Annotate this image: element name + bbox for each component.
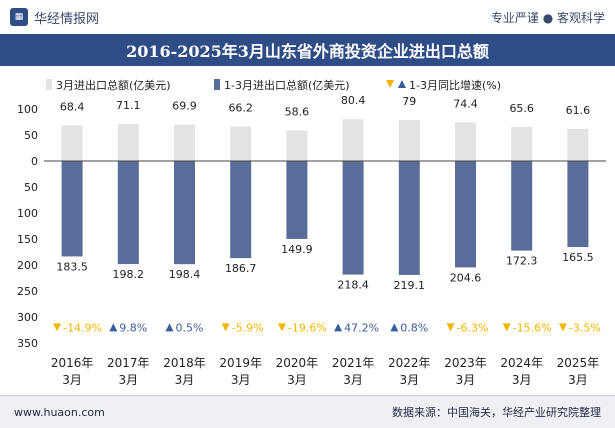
ytd-value-label: 172.3 bbox=[506, 255, 538, 268]
x-tick-label: 2020年 3月 bbox=[276, 356, 319, 387]
y-tick-label: 200 bbox=[17, 259, 38, 272]
march-value-label: 65.6 bbox=[509, 102, 534, 115]
march-bar bbox=[342, 119, 364, 161]
chart-plot: 3月进出口总额(亿美元) 1-3月进出口总额(亿美元) 1-3月同比增速(%) 100… bbox=[17, 78, 606, 387]
ytd-bar bbox=[455, 161, 476, 268]
march-bar bbox=[286, 130, 308, 161]
ytd-value-label: 218.4 bbox=[337, 279, 369, 292]
x-tick-label: 2017年 3月 bbox=[107, 356, 150, 387]
growth-label: -6.3% bbox=[457, 321, 489, 334]
growth-label: 9.8% bbox=[119, 321, 147, 334]
footer-site: www.huaon.com bbox=[14, 405, 105, 419]
growth-down-triangle-icon bbox=[277, 323, 286, 332]
brand-name: 华经情报网 bbox=[34, 11, 100, 27]
ytd-value-label: 198.4 bbox=[169, 268, 201, 281]
march-value-label: 58.6 bbox=[285, 106, 310, 119]
growth-label: -19.6% bbox=[288, 321, 327, 334]
ytd-bar bbox=[342, 161, 364, 275]
x-tick-label: 2018年 3月 bbox=[163, 356, 206, 387]
ytd-value-label: 149.9 bbox=[281, 243, 313, 256]
ytd-bar bbox=[567, 161, 589, 248]
y-tick-label: 350 bbox=[17, 337, 38, 350]
legend-label-3: 1-3月同比增速(%) bbox=[409, 78, 501, 92]
march-value-label: 61.6 bbox=[566, 104, 591, 117]
legend-swatch-2 bbox=[214, 79, 220, 90]
march-value-label: 66.2 bbox=[228, 102, 253, 115]
x-tick-label: 2021年 3月 bbox=[332, 356, 375, 387]
y-tick-label: 150 bbox=[17, 233, 38, 246]
ytd-value-label: 186.7 bbox=[225, 262, 257, 275]
ytd-bar bbox=[230, 161, 252, 259]
march-value-label: 79 bbox=[402, 95, 416, 108]
x-tick-label: 2019年 3月 bbox=[219, 356, 262, 387]
march-value-label: 69.9 bbox=[172, 100, 197, 113]
header: ▦ 华经情报网 专业严谨 ● 客观科学 bbox=[0, 0, 615, 34]
march-value-label: 71.1 bbox=[116, 99, 141, 112]
ytd-bar bbox=[398, 161, 420, 275]
chart-title: 2016-2025年3月山东省外商投资企业进出口总额 bbox=[0, 34, 615, 66]
march-value-label: 80.4 bbox=[341, 94, 366, 107]
growth-label: 0.8% bbox=[400, 321, 428, 334]
march-bar bbox=[511, 126, 533, 161]
growth-up-triangle-icon bbox=[390, 323, 399, 332]
growth-down-triangle-icon bbox=[446, 323, 455, 332]
brand: ▦ 华经情报网 bbox=[10, 8, 99, 27]
x-tick-label: 2016年 3月 bbox=[51, 356, 94, 387]
march-bar bbox=[230, 126, 252, 161]
march-bar bbox=[117, 124, 139, 161]
growth-down-triangle-icon bbox=[558, 323, 567, 332]
legend-down-triangle-icon bbox=[386, 80, 394, 88]
march-value-label: 68.4 bbox=[60, 100, 85, 113]
legend-up-triangle-icon bbox=[398, 80, 406, 88]
march-bar bbox=[174, 124, 195, 161]
footer-source: 数据来源：中国海关，华经产业研究院整理 bbox=[392, 406, 601, 419]
x-tick-label: 2025年 3月 bbox=[557, 356, 600, 387]
x-tick-label: 2023年 3月 bbox=[444, 356, 487, 387]
growth-label: 0.5% bbox=[176, 321, 204, 334]
y-tick-label: 250 bbox=[17, 285, 38, 298]
growth-up-triangle-icon bbox=[109, 323, 118, 332]
legend-swatch-1 bbox=[46, 79, 52, 90]
footer: www.huaon.com 数据来源：中国海关，华经产业研究院整理 bbox=[0, 395, 615, 428]
ytd-bar bbox=[174, 161, 195, 265]
ytd-bar bbox=[117, 161, 139, 265]
growth-label: -14.9% bbox=[63, 321, 102, 334]
growth-label: 47.2% bbox=[344, 321, 379, 334]
march-bar bbox=[398, 119, 420, 161]
growth-label: -15.6% bbox=[513, 321, 552, 334]
ytd-bar bbox=[286, 161, 308, 239]
growth-down-triangle-icon bbox=[221, 323, 230, 332]
growth-down-triangle-icon bbox=[53, 323, 62, 332]
growth-up-triangle-icon bbox=[165, 323, 174, 332]
y-tick-label: 50 bbox=[24, 181, 38, 194]
ytd-value-label: 219.1 bbox=[394, 279, 426, 292]
ytd-value-label: 198.2 bbox=[113, 268, 145, 281]
growth-down-triangle-icon bbox=[502, 323, 511, 332]
slogan: 专业严谨 ● 客观科学 bbox=[490, 10, 605, 25]
x-tick-label: 2024年 3月 bbox=[500, 356, 543, 387]
march-bar bbox=[61, 125, 83, 161]
ytd-value-label: 204.6 bbox=[450, 271, 482, 284]
legend-label-1: 3月进出口总额(亿美元) bbox=[56, 78, 171, 92]
y-tick-label: 300 bbox=[17, 311, 38, 324]
y-tick-label: 0 bbox=[31, 155, 38, 168]
logo-icon: ▦ bbox=[10, 8, 28, 26]
y-tick-label: 100 bbox=[17, 207, 38, 220]
growth-label: -5.9% bbox=[232, 321, 264, 334]
march-bar bbox=[455, 122, 476, 161]
growth-up-triangle-icon bbox=[334, 323, 343, 332]
legend-label-2: 1-3月进出口总额(亿美元) bbox=[224, 78, 350, 92]
ytd-value-label: 183.5 bbox=[56, 260, 88, 273]
ytd-value-label: 165.5 bbox=[562, 251, 594, 264]
march-bar bbox=[567, 128, 589, 161]
ytd-bar bbox=[61, 161, 83, 257]
ytd-bar bbox=[511, 161, 533, 251]
march-value-label: 74.4 bbox=[453, 97, 478, 110]
y-tick-label: 100 bbox=[17, 103, 38, 116]
x-tick-label: 2022年 3月 bbox=[388, 356, 431, 387]
growth-label: -3.5% bbox=[569, 321, 601, 334]
y-tick-label: 50 bbox=[24, 129, 38, 142]
